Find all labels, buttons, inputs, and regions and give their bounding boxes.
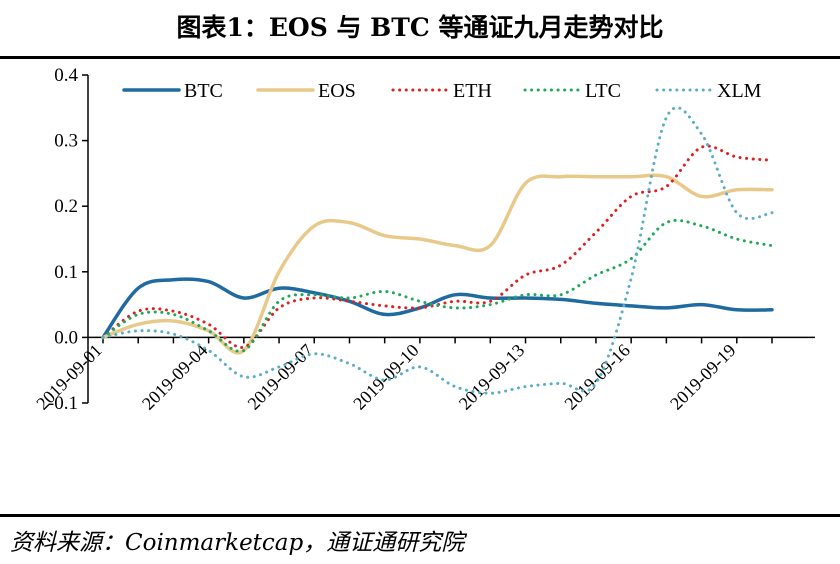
x-tick-label: 2019-09-16 — [560, 340, 634, 414]
legend-label-eos: EOS — [318, 80, 356, 102]
legend-label-btc: BTC — [184, 80, 223, 102]
series-line-eos — [101, 173, 774, 355]
y-tick-label: 0.3 — [54, 131, 78, 152]
y-tick-label: 0.2 — [54, 196, 78, 217]
legend-label-ltc: LTC — [585, 80, 621, 102]
series-line-eth — [101, 144, 774, 349]
y-tick-label: 0.4 — [54, 65, 78, 86]
series-line-ltc — [101, 218, 774, 353]
series-lines — [101, 106, 774, 395]
legend-label-xlm: XLM — [717, 80, 762, 102]
x-tick-label: 2019-09-04 — [138, 340, 212, 414]
legend: BTC EOS ETH LTC XLM — [122, 80, 762, 102]
source-note: 资料来源：Coinmarketcap，通证通研究院 — [10, 530, 465, 556]
x-tick-label: 2019-09-19 — [666, 340, 740, 414]
x-tick-label: 2019-09-10 — [349, 340, 423, 414]
footer-divider — [0, 514, 840, 517]
series-line-btc — [101, 277, 774, 340]
x-tick-label: 2019-09-13 — [455, 340, 529, 414]
series-line-xlm — [101, 106, 774, 395]
title-divider — [0, 56, 840, 59]
y-tick-label: 0.0 — [54, 327, 78, 348]
y-tick-label: 0.1 — [54, 262, 78, 283]
legend-label-eth: ETH — [453, 80, 492, 102]
chart-title: 图表1：EOS 与 BTC 等通证九月走势对比 — [176, 13, 664, 42]
y-tick-label: -0.1 — [48, 393, 78, 414]
